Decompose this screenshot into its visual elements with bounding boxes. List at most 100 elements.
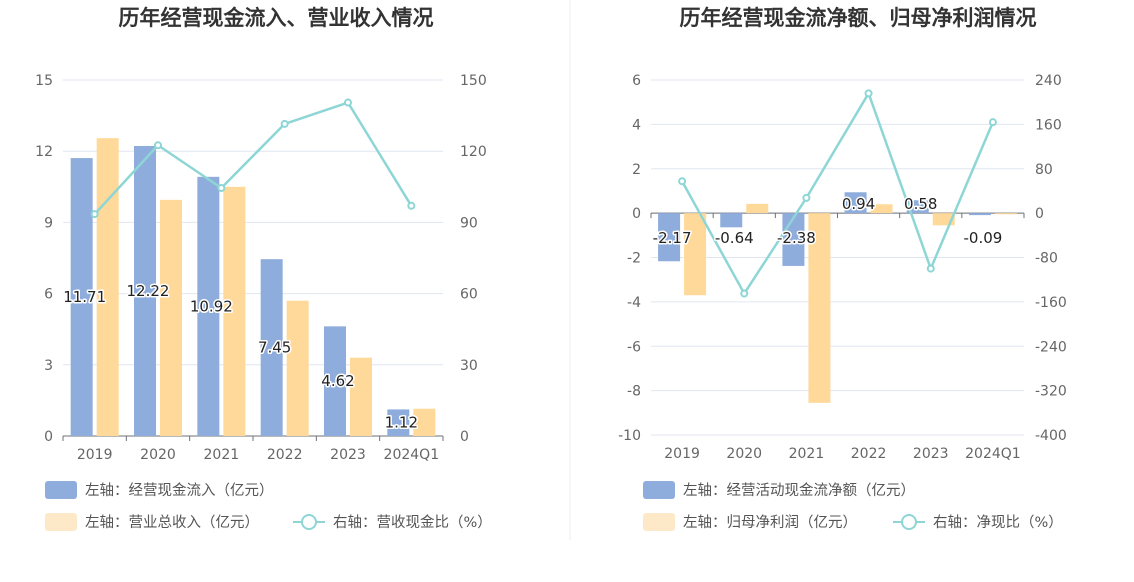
bar-1 [197, 176, 220, 436]
legend-label: 左轴：经营现金流入（亿元） [85, 482, 274, 499]
legend-item: 左轴：经营现金流入（亿元） [45, 481, 274, 499]
legend-item: 右轴：净现比（%） [893, 514, 1063, 531]
legend-label: 左轴：营业总收入（亿元） [85, 514, 259, 531]
chart-title: 历年经营现金流入、营业收入情况 [119, 6, 434, 30]
data-label: 0.94 [842, 195, 875, 213]
bar-2 [223, 186, 246, 436]
left-axis-tick-label: -8 [627, 384, 641, 400]
bar-1 [906, 200, 929, 214]
left-axis-tick-label: -6 [627, 339, 641, 355]
left-axis-tick-label: 2 [632, 162, 641, 178]
line-point [740, 289, 749, 298]
x-axis-tick-label: 2024Q1 [384, 447, 440, 463]
bar-2 [870, 204, 893, 214]
legend-item: 左轴：经营活动现金流净额（亿元） [643, 481, 915, 499]
x-axis-tick-label: 2021 [789, 446, 825, 462]
x-axis-tick-label: 2019 [77, 447, 113, 463]
left-axis-tick-label: 4 [632, 117, 641, 133]
line-point [217, 183, 226, 192]
series-line [93, 101, 413, 215]
bar-2 [160, 199, 182, 436]
left-axis-tick-label: 6 [632, 73, 641, 89]
data-label: 1.12 [385, 414, 418, 432]
bar-2 [350, 357, 372, 436]
right-axis-tick-label: 150 [460, 73, 487, 89]
bar-2 [684, 213, 707, 296]
data-label: -2.17 [653, 229, 692, 247]
left-axis-tick-label: -10 [618, 428, 641, 444]
data-label: 12.22 [127, 282, 170, 300]
bar-1 [70, 158, 93, 436]
right-axis-tick-label: 80 [1035, 162, 1053, 178]
right-axis-tick-label: 30 [460, 358, 478, 374]
right-axis-tick-label: 160 [1035, 117, 1062, 133]
right-axis-tick-label: 0 [1035, 206, 1044, 222]
line-point [280, 119, 289, 128]
left-axis-tick-label: 3 [44, 358, 53, 374]
right-axis-tick-label: 0 [460, 429, 469, 445]
bar-1 [324, 326, 346, 436]
bar-2 [96, 138, 119, 436]
bar-2 [994, 213, 1017, 215]
data-label: -0.64 [715, 229, 754, 247]
bar-2 [746, 203, 769, 214]
x-axis-tick-label: 2023 [330, 447, 366, 463]
chart-1: 历年经营现金流入、营业收入情况0369121503060901201502019… [35, 6, 492, 531]
legend-item: 左轴：营业总收入（亿元） [45, 513, 259, 531]
series-line [680, 92, 995, 295]
line-point [926, 264, 935, 273]
left-axis-tick-label: 0 [44, 429, 53, 445]
legend-label: 左轴：归母净利润（亿元） [683, 514, 857, 531]
bar-2 [286, 300, 309, 436]
left-axis-tick-label: -2 [627, 251, 641, 267]
right-axis-tick-label: -240 [1035, 339, 1067, 355]
line-point [802, 193, 811, 202]
legend-bar-swatch [45, 481, 77, 499]
x-axis-tick-label: 2020 [140, 447, 176, 463]
bar-1 [387, 409, 410, 436]
data-label: -2.38 [777, 229, 816, 247]
data-label: 7.45 [258, 339, 291, 357]
x-axis-tick-label: 2024Q1 [965, 446, 1021, 462]
line-point [90, 210, 99, 219]
legend-bar-swatch [45, 513, 77, 531]
right-axis-tick-label: 60 [460, 287, 478, 303]
line-point [864, 89, 873, 98]
legend-bar-swatch [643, 513, 675, 531]
legend-label: 左轴：经营活动现金流净额（亿元） [683, 482, 915, 499]
left-axis-tick-label: 15 [35, 73, 53, 89]
bar-1 [968, 213, 991, 216]
x-axis-tick-label: 2019 [664, 446, 700, 462]
line-point [988, 118, 997, 127]
line-point [678, 177, 687, 186]
x-axis-tick-label: 2022 [851, 446, 887, 462]
right-axis-tick-label: 120 [460, 144, 487, 160]
right-axis-tick-label: -400 [1035, 428, 1067, 444]
data-label: -0.09 [964, 229, 1003, 247]
bar-1 [844, 192, 867, 214]
legend-circle-swatch [901, 514, 917, 530]
left-axis-tick-label: 6 [44, 287, 53, 303]
left-axis-tick-label: 0 [632, 206, 641, 222]
bar-1 [134, 145, 156, 436]
data-label: 0.58 [904, 195, 937, 213]
line-point [407, 201, 416, 210]
bar-1 [260, 259, 283, 436]
data-label: 10.92 [190, 297, 233, 315]
legend-circle-swatch [301, 514, 317, 530]
left-axis-tick-label: 9 [44, 215, 53, 231]
bar-2 [808, 213, 831, 403]
bar-1 [658, 213, 681, 262]
bar-1 [720, 213, 743, 228]
right-axis-tick-label: -160 [1035, 295, 1067, 311]
chart-2: 历年经营现金流净额、归母净利润情况 -10 -8 -6 -4 -2 0 2 4 6 -400 -320… [618, 6, 1067, 531]
right-axis-tick-label: -80 [1035, 251, 1058, 267]
right-axis-tick-label: 90 [460, 215, 478, 231]
legend-label: 右轴：净现比（%） [933, 514, 1063, 531]
right-axis-tick-label: 240 [1035, 73, 1062, 89]
right-axis-tick-label: -320 [1035, 384, 1067, 400]
x-axis-tick-label: 2023 [913, 446, 949, 462]
data-label: 11.71 [63, 288, 106, 306]
